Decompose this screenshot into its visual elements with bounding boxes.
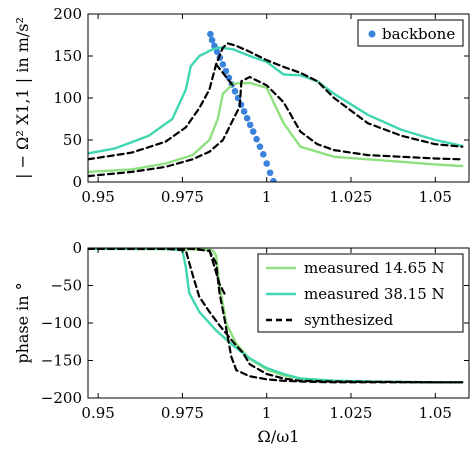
legend: measured 14.65 N measured 38.15 N synthesi…: [257, 253, 464, 333]
legend-label: measured 14.65 N: [304, 259, 445, 277]
legend-label: synthesized: [304, 311, 394, 329]
legend-frame: [357, 19, 464, 47]
synthesized-line: [88, 248, 464, 384]
y-axis-label: phase in °: [13, 282, 32, 363]
x-tick-label: 1: [262, 188, 272, 206]
y-tick-label: 50: [63, 131, 82, 149]
x-tick-label: 0.95: [81, 188, 114, 206]
backbone-point: [222, 67, 230, 75]
backbone-point: [225, 74, 233, 82]
measured-38-15-n-line: [88, 46, 464, 155]
backbone-point: [208, 36, 216, 44]
backbone-point: [240, 108, 248, 115]
synthesized-line: [88, 75, 464, 178]
y-tick-label: −50: [50, 277, 82, 295]
backbone-point: [213, 48, 221, 56]
y-tick-label: −150: [41, 352, 82, 370]
plot-area: [88, 248, 464, 384]
measured-14-65-n-line: [88, 81, 464, 174]
y-tick-label: −100: [41, 314, 82, 332]
synthesized-line: [215, 63, 236, 89]
x-axis-label: Ω/ω1: [258, 427, 300, 446]
y-tick-label: 0: [72, 239, 82, 257]
backbone-point: [263, 160, 270, 167]
synthesized-line: [88, 42, 464, 161]
x-tick-label: 1.05: [419, 404, 452, 422]
legend: backbone: [357, 19, 464, 47]
plot-area: [88, 30, 464, 182]
x-tick-label: 0.975: [161, 404, 204, 422]
y-tick-label: −200: [41, 389, 82, 407]
backbone-point: [270, 177, 277, 182]
legend-label: measured 38.15 N: [304, 285, 445, 303]
backbone-point: [249, 128, 257, 135]
y-axis-label: | − Ω² X1,1 | in m/s²: [13, 17, 32, 179]
panel-amplitude: 0.95 0.975 1 1.025 1.05 0 50 100 150 200 | − Ω² X1…: [13, 5, 470, 206]
backbone-point: [207, 30, 214, 38]
y-tick-label: 100: [53, 89, 82, 107]
x-tick-label: 0.975: [161, 188, 204, 206]
backbone-point: [243, 114, 251, 122]
backbone-point: [266, 169, 274, 177]
x-tick-label: 1.025: [330, 404, 373, 422]
backbone-point: [231, 87, 239, 95]
y-tick-label: 200: [53, 5, 82, 23]
y-tick-label: 150: [53, 47, 82, 65]
x-tick-label: 1: [262, 404, 272, 422]
backbone-point: [260, 150, 267, 158]
synthesized-line: [208, 249, 228, 298]
backbone-point: [253, 135, 260, 143]
y-tick-label: 0: [72, 173, 82, 191]
backbone-point: [219, 61, 227, 68]
legend-label: backbone: [382, 25, 455, 43]
x-tick-label: 1.05: [419, 188, 452, 206]
legend-marker: [368, 30, 376, 38]
backbone-point: [246, 121, 254, 129]
x-tick-label: 1.025: [330, 188, 373, 206]
x-tick-label: 0.95: [81, 404, 114, 422]
backbone-point: [256, 143, 264, 151]
panel-phase: 0.95 0.975 1 1.025 1.05 0 −50 −100 −150 −200 phase…: [13, 239, 470, 446]
